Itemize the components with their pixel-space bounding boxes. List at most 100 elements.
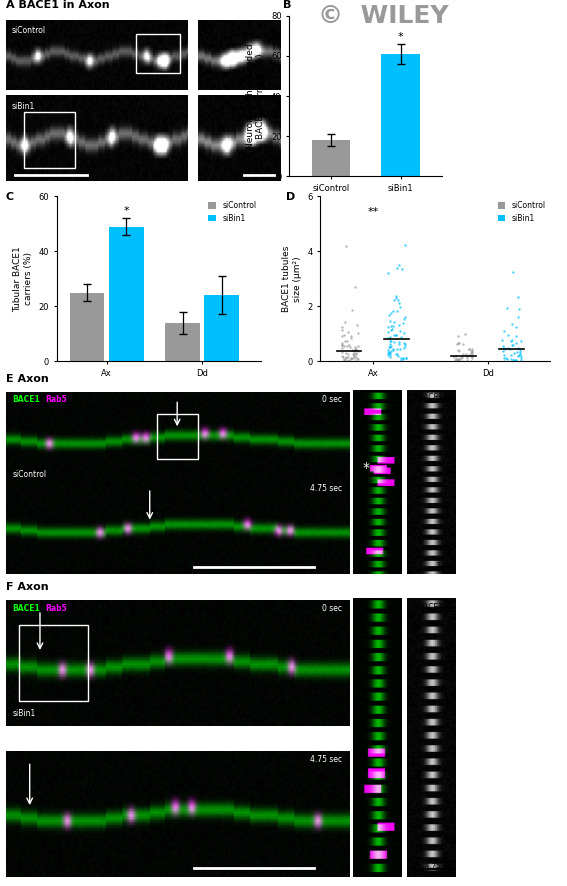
Point — [385, 338, 394, 352]
Point — [456, 351, 466, 365]
Point — [513, 309, 522, 323]
Point — [349, 351, 358, 365]
Legend: siControl, siBin1: siControl, siBin1 — [205, 198, 259, 226]
Text: *: * — [363, 462, 370, 476]
Point — [345, 353, 354, 367]
Point — [341, 238, 350, 253]
Point — [400, 312, 409, 326]
Point — [384, 345, 393, 359]
Point — [340, 328, 349, 342]
Point — [391, 291, 400, 305]
Point — [338, 338, 347, 353]
Point — [459, 338, 468, 352]
Point — [468, 345, 477, 359]
Point — [463, 351, 472, 365]
Point — [393, 349, 403, 363]
Bar — [382, 54, 420, 176]
Point — [393, 293, 403, 307]
Point — [383, 320, 392, 334]
Text: BACE1: BACE1 — [418, 603, 444, 612]
Point — [400, 238, 409, 253]
Point — [387, 345, 396, 359]
Text: *: * — [124, 206, 129, 215]
Point — [351, 339, 360, 354]
Point — [514, 302, 523, 316]
Point — [340, 334, 349, 348]
Point — [344, 346, 353, 361]
Point — [517, 348, 526, 362]
Text: E Axon: E Axon — [6, 374, 48, 384]
Text: 0 sec: 0 sec — [436, 606, 454, 612]
Point — [352, 342, 361, 356]
Point — [511, 353, 521, 367]
Point — [349, 345, 358, 359]
Point — [344, 354, 353, 368]
Point — [386, 348, 395, 362]
Point — [383, 330, 392, 345]
Text: BACE1: BACE1 — [12, 395, 40, 404]
Text: 0 sec: 0 sec — [436, 395, 454, 401]
Point — [392, 260, 401, 275]
Bar — [109, 227, 143, 361]
Point — [516, 346, 525, 361]
Point — [350, 346, 359, 361]
Bar — [312, 140, 350, 176]
Point — [351, 346, 360, 360]
Text: A BACE1 in Axon: A BACE1 in Axon — [6, 0, 109, 10]
Point — [512, 329, 521, 343]
Bar — [70, 292, 104, 361]
Point — [346, 351, 355, 365]
Point — [401, 338, 410, 352]
Point — [399, 336, 408, 350]
Point — [338, 349, 347, 363]
Point — [351, 280, 360, 294]
Point — [508, 265, 517, 279]
Point — [508, 333, 517, 347]
Point — [351, 343, 360, 357]
Y-axis label: BACE1 tubules
size (μm²): BACE1 tubules size (μm²) — [282, 245, 302, 312]
Point — [462, 349, 471, 363]
Point — [346, 331, 355, 346]
Text: 0 sec: 0 sec — [322, 395, 342, 404]
Point — [454, 329, 463, 343]
Text: *: * — [397, 32, 403, 42]
Point — [384, 346, 393, 360]
Point — [386, 330, 395, 345]
Point — [455, 352, 464, 366]
Point — [401, 351, 411, 365]
Point — [513, 348, 522, 362]
Legend: siControl, siBin1: siControl, siBin1 — [494, 198, 548, 226]
Text: F Axon: F Axon — [6, 582, 48, 592]
Point — [383, 266, 392, 280]
Point — [464, 347, 473, 361]
Point — [351, 346, 360, 361]
Point — [511, 336, 521, 350]
Point — [498, 333, 507, 347]
Point — [454, 343, 463, 357]
Point — [505, 342, 514, 356]
Point — [344, 350, 353, 364]
Point — [390, 315, 399, 329]
Point — [467, 344, 476, 358]
Point — [337, 345, 346, 359]
Point — [507, 316, 516, 330]
Text: Rab5: Rab5 — [45, 603, 67, 613]
Text: BACE1: BACE1 — [418, 393, 444, 402]
Point — [383, 348, 392, 362]
Point — [513, 341, 522, 355]
Point — [502, 351, 511, 365]
Point — [509, 346, 518, 360]
Point — [389, 303, 398, 317]
Point — [460, 326, 469, 340]
Text: siControl: siControl — [11, 26, 45, 35]
Point — [344, 325, 353, 339]
Text: ©  WILEY: © WILEY — [318, 4, 448, 28]
Point — [353, 353, 362, 367]
Point — [400, 310, 409, 324]
Point — [463, 354, 472, 369]
Point — [498, 339, 507, 354]
Text: siControl: siControl — [12, 470, 46, 479]
Point — [500, 348, 509, 362]
Point — [392, 289, 401, 303]
Point — [386, 346, 395, 360]
